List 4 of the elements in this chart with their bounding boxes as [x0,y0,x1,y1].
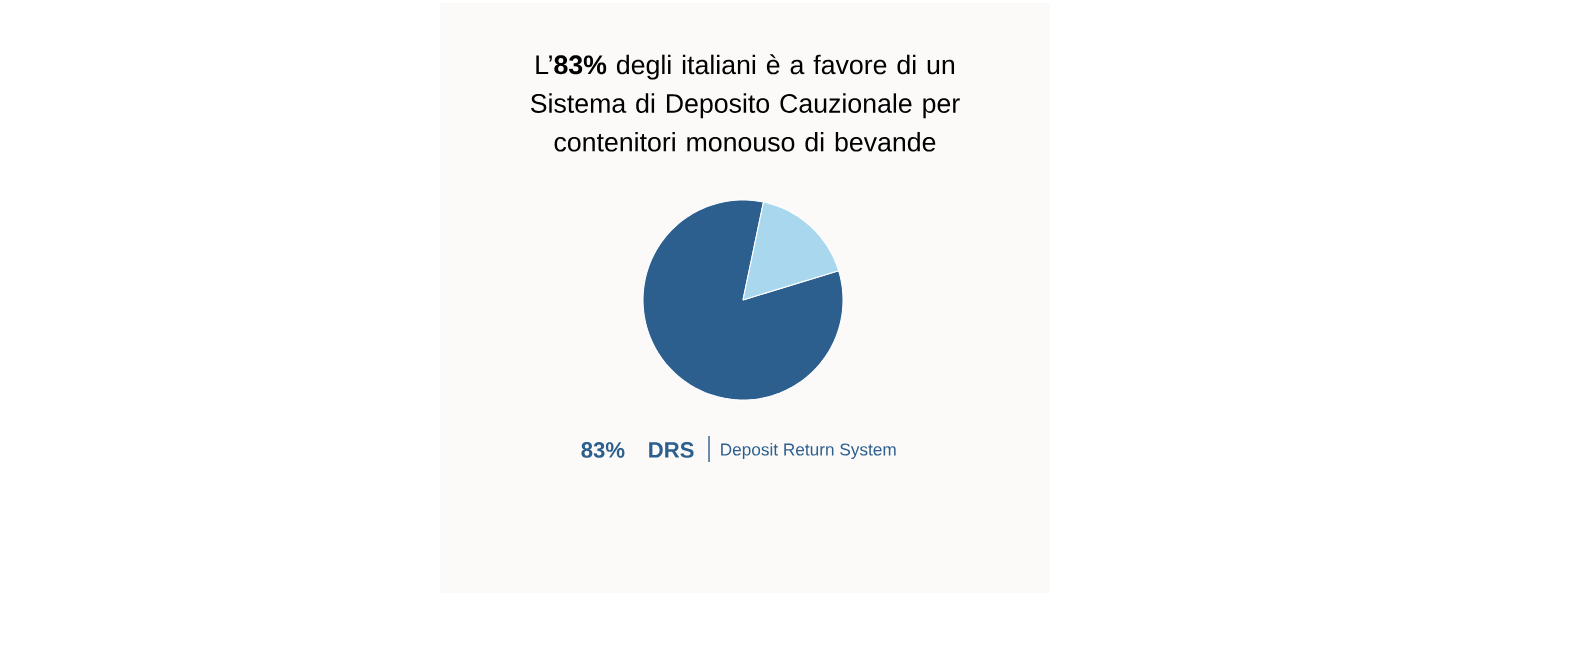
chart-title: L’83% degli italiani è a favore di un Sistema di Deposito Cauzionale per contenitori monouso di bevande [530,54,960,152]
text: Deposit Return System [721,442,896,460]
data-label: 83% [581,442,625,458]
legend-label: DRS [649,442,694,458]
